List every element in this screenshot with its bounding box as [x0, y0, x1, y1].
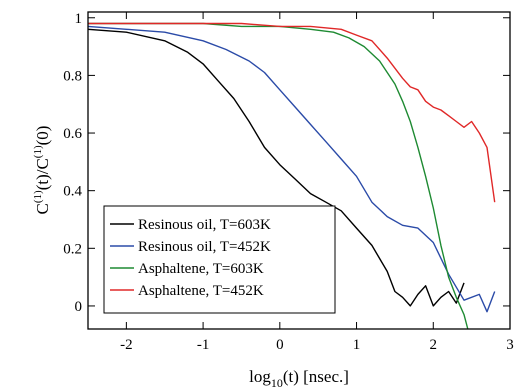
legend-label-resinous-452: Resinous oil, T=452K [138, 239, 271, 255]
legend: Resinous oil, T=603K Resinous oil, T=452… [103, 205, 336, 314]
series-line-3 [88, 22, 496, 203]
series-layer [87, 22, 496, 330]
tick-layer: -2 -1 0 1 2 3 0 0.2 0.4 0.6 0.8 1 [63, 11, 514, 353]
x-tick-label: 3 [506, 337, 514, 353]
legend-label-asphaltene-452: Asphaltene, T=452K [138, 283, 264, 299]
series-line-0 [87, 28, 465, 307]
legend-label-asphaltene-603: Asphaltene, T=603K [138, 261, 264, 277]
x-tick-label: 0 [276, 337, 284, 353]
x-tick-label: 1 [353, 337, 361, 353]
x-tick-label: -1 [197, 337, 210, 353]
series-line-1 [87, 25, 496, 313]
plot-frame [87, 11, 511, 330]
y-tick-label: 1 [75, 11, 83, 27]
x-axis-label: log10(t) [nsec.] [249, 367, 349, 389]
y-tick-label: 0.4 [63, 184, 82, 200]
y-tick-label: 0.8 [63, 68, 82, 84]
y-axis-label: C(1)(t)/C(1)(0) [32, 126, 52, 215]
x-tick-label: -2 [120, 337, 133, 353]
series-line-2 [88, 22, 469, 330]
legend-label-resinous-603: Resinous oil, T=603K [138, 217, 271, 233]
y-tick-label: 0.6 [63, 126, 82, 142]
legend-box [103, 205, 336, 314]
y-tick-label: 0 [75, 299, 83, 315]
y-tick-label: 0.2 [63, 241, 82, 257]
x-tick-label: 2 [430, 337, 438, 353]
